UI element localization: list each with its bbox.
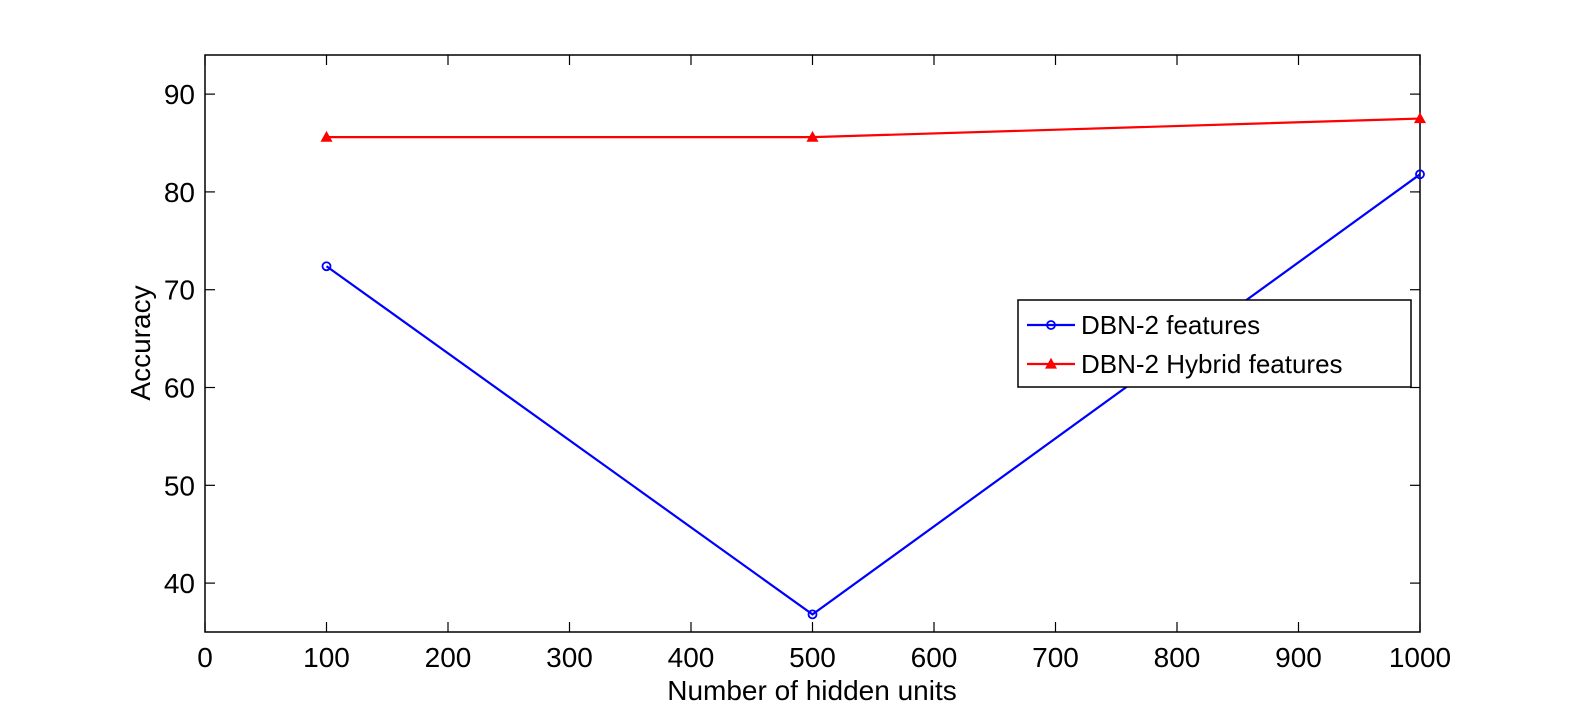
x-tick-label: 0 [197, 642, 213, 673]
x-tick-label: 800 [1154, 642, 1201, 673]
x-tick-label: 600 [911, 642, 958, 673]
data-point [1415, 169, 1425, 180]
y-axis: 40 50 60 70 80 90 [164, 79, 1420, 599]
legend-label: DBN-2 features [1081, 310, 1260, 340]
x-axis: 0 100 200 300 400 500 600 700 800 900 1000 [197, 55, 1451, 673]
data-point [321, 261, 332, 272]
x-tick-label: 300 [546, 642, 593, 673]
legend-marker [1046, 320, 1056, 330]
y-tick-label: 80 [164, 177, 195, 208]
y-axis-title: Accuracy [125, 285, 156, 400]
y-tick-label: 70 [164, 275, 195, 306]
x-tick-label: 100 [303, 642, 350, 673]
legend: DBN-2 features DBN-2 Hybrid features [1017, 299, 1412, 388]
y-tick-label: 50 [164, 470, 195, 501]
x-tick-label: 500 [789, 642, 836, 673]
legend-box [1017, 299, 1412, 388]
legend-item: DBN-2 features [1027, 310, 1260, 340]
series-2 [320, 112, 1427, 142]
y-tick-label: 40 [164, 568, 195, 599]
legend-marker [1044, 357, 1058, 369]
legend-label: DBN-2 Hybrid features [1081, 349, 1343, 379]
x-tick-label: 900 [1275, 642, 1322, 673]
x-tick-label: 700 [1032, 642, 1079, 673]
x-tick-label: 400 [668, 642, 715, 673]
legend-items: DBN-2 features DBN-2 Hybrid features [1027, 310, 1343, 379]
legend-item: DBN-2 Hybrid features [1027, 349, 1343, 379]
data-point [320, 130, 333, 142]
x-tick-label: 1000 [1389, 642, 1451, 673]
data-point [807, 609, 818, 620]
data-point [1413, 112, 1427, 124]
x-tick-label: 200 [425, 642, 472, 673]
y-tick-label: 60 [164, 373, 195, 404]
data-point [806, 130, 819, 142]
y-tick-label: 90 [164, 79, 195, 110]
x-axis-title: Number of hidden units [667, 675, 957, 706]
